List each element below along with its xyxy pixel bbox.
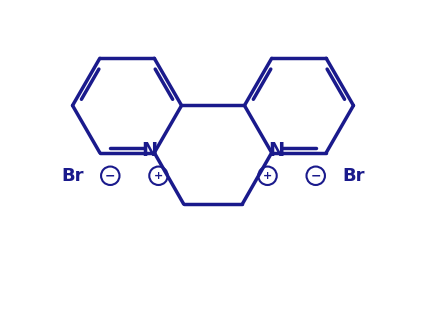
Text: −: − — [311, 169, 321, 182]
Text: +: + — [263, 171, 272, 181]
Text: −: − — [105, 169, 115, 182]
Text: N: N — [141, 141, 157, 160]
Text: Br: Br — [61, 167, 84, 185]
Text: N: N — [269, 141, 285, 160]
Text: +: + — [154, 171, 163, 181]
Text: Br: Br — [342, 167, 365, 185]
